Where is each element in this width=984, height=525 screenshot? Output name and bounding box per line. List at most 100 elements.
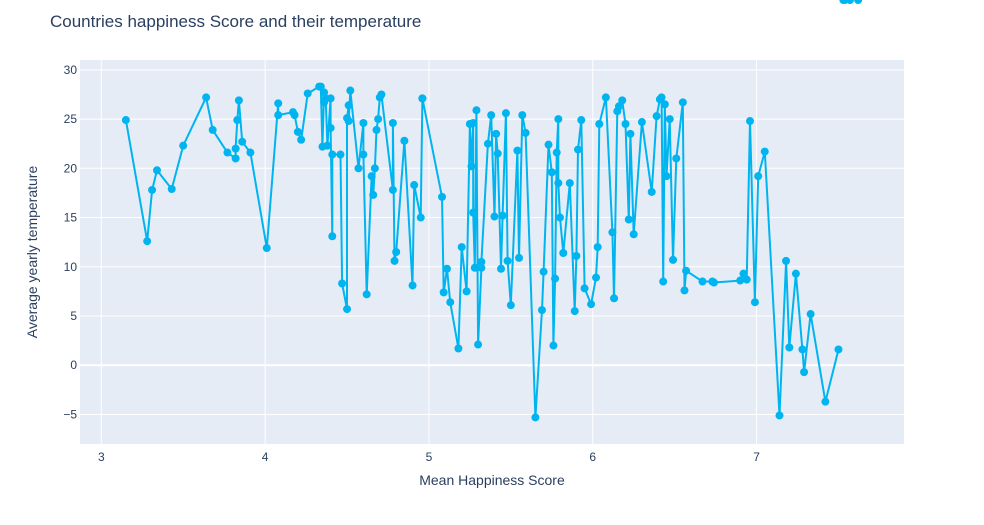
data-point[interactable] bbox=[392, 248, 401, 256]
data-point[interactable] bbox=[593, 243, 602, 252]
data-point[interactable] bbox=[501, 109, 510, 118]
data-point[interactable] bbox=[354, 164, 363, 173]
data-point[interactable] bbox=[359, 119, 368, 128]
data-point[interactable] bbox=[736, 276, 745, 285]
data-point[interactable] bbox=[474, 340, 483, 349]
data-point[interactable] bbox=[418, 94, 427, 103]
data-point[interactable] bbox=[231, 144, 240, 153]
data-point[interactable] bbox=[346, 86, 355, 95]
data-point[interactable] bbox=[238, 137, 247, 146]
data-point[interactable] bbox=[746, 117, 755, 126]
data-point[interactable] bbox=[359, 150, 368, 159]
data-point[interactable] bbox=[572, 251, 581, 260]
data-point[interactable] bbox=[601, 93, 610, 102]
data-point[interactable] bbox=[672, 154, 681, 163]
data-point[interactable] bbox=[531, 413, 540, 422]
data-point[interactable] bbox=[167, 184, 176, 193]
data-point[interactable] bbox=[336, 150, 345, 159]
data-point[interactable] bbox=[754, 172, 763, 181]
data-point[interactable] bbox=[408, 281, 417, 290]
series-layer[interactable] bbox=[121, 0, 863, 422]
data-point[interactable] bbox=[660, 100, 669, 109]
data-point[interactable] bbox=[775, 411, 784, 420]
data-point[interactable] bbox=[262, 244, 271, 253]
data-point[interactable] bbox=[303, 89, 312, 98]
data-point[interactable] bbox=[477, 257, 486, 266]
data-point[interactable] bbox=[446, 298, 455, 307]
data-point[interactable] bbox=[179, 141, 188, 150]
data-point[interactable] bbox=[374, 115, 383, 124]
data-point[interactable] bbox=[750, 298, 759, 307]
data-point[interactable] bbox=[498, 211, 507, 220]
data-point[interactable] bbox=[618, 96, 627, 105]
data-point[interactable] bbox=[698, 277, 707, 286]
data-point[interactable] bbox=[410, 181, 419, 190]
data-point[interactable] bbox=[637, 118, 646, 127]
data-point[interactable] bbox=[806, 310, 815, 319]
data-point[interactable] bbox=[798, 345, 807, 354]
data-point[interactable] bbox=[678, 98, 687, 107]
data-point[interactable] bbox=[367, 172, 376, 181]
data-point[interactable] bbox=[246, 148, 255, 157]
data-point[interactable] bbox=[477, 263, 486, 272]
data-point[interactable] bbox=[742, 275, 751, 284]
data-point[interactable] bbox=[469, 119, 478, 128]
data-point[interactable] bbox=[592, 273, 601, 282]
data-point[interactable] bbox=[559, 248, 568, 257]
data-point[interactable] bbox=[503, 256, 512, 265]
data-point[interactable] bbox=[416, 213, 425, 222]
data-point[interactable] bbox=[652, 112, 661, 121]
data-point[interactable] bbox=[682, 266, 691, 275]
data-point[interactable] bbox=[231, 154, 240, 163]
data-point[interactable] bbox=[570, 307, 579, 316]
data-point[interactable] bbox=[551, 274, 560, 283]
data-point[interactable] bbox=[680, 286, 689, 295]
data-point[interactable] bbox=[208, 125, 217, 134]
data-point[interactable] bbox=[552, 148, 561, 157]
data-point[interactable] bbox=[669, 255, 678, 264]
data-point[interactable] bbox=[274, 99, 283, 108]
data-point[interactable] bbox=[362, 290, 371, 299]
data-point[interactable] bbox=[370, 164, 379, 173]
data-point[interactable] bbox=[274, 111, 283, 120]
data-point[interactable] bbox=[580, 284, 589, 293]
data-point[interactable] bbox=[143, 237, 152, 246]
data-point[interactable] bbox=[782, 256, 791, 265]
data-point[interactable] bbox=[739, 269, 748, 278]
data-point[interactable] bbox=[624, 215, 633, 224]
data-point[interactable] bbox=[457, 243, 466, 252]
data-point[interactable] bbox=[234, 96, 243, 105]
data-point[interactable] bbox=[544, 140, 553, 149]
data-point[interactable] bbox=[454, 344, 463, 353]
data-point[interactable] bbox=[513, 146, 522, 155]
data-point[interactable] bbox=[621, 120, 630, 128]
data-point[interactable] bbox=[148, 185, 157, 194]
data-point[interactable] bbox=[223, 148, 232, 157]
data-point[interactable] bbox=[462, 287, 471, 296]
data-point[interactable] bbox=[377, 90, 386, 99]
data-point[interactable] bbox=[483, 139, 492, 148]
data-point[interactable] bbox=[492, 129, 501, 138]
data-point[interactable] bbox=[506, 301, 515, 310]
data-point[interactable] bbox=[665, 115, 674, 124]
data-point[interactable] bbox=[328, 150, 337, 159]
data-point[interactable] bbox=[845, 0, 854, 4]
data-point[interactable] bbox=[233, 116, 242, 125]
data-point[interactable] bbox=[388, 119, 397, 128]
data-point[interactable] bbox=[372, 125, 381, 134]
data-point[interactable] bbox=[785, 343, 794, 352]
data-point[interactable] bbox=[442, 264, 451, 273]
data-point[interactable] bbox=[470, 263, 479, 272]
data-point[interactable] bbox=[472, 106, 481, 115]
data-point[interactable] bbox=[439, 288, 448, 297]
data-point[interactable] bbox=[554, 115, 563, 124]
data-point[interactable] bbox=[293, 127, 302, 136]
data-point[interactable] bbox=[328, 232, 337, 241]
data-point[interactable] bbox=[647, 187, 656, 196]
data-point[interactable] bbox=[657, 93, 666, 102]
data-point[interactable] bbox=[343, 305, 352, 314]
data-point[interactable] bbox=[800, 368, 809, 377]
data-point[interactable] bbox=[390, 256, 399, 265]
data-point[interactable] bbox=[290, 111, 299, 120]
